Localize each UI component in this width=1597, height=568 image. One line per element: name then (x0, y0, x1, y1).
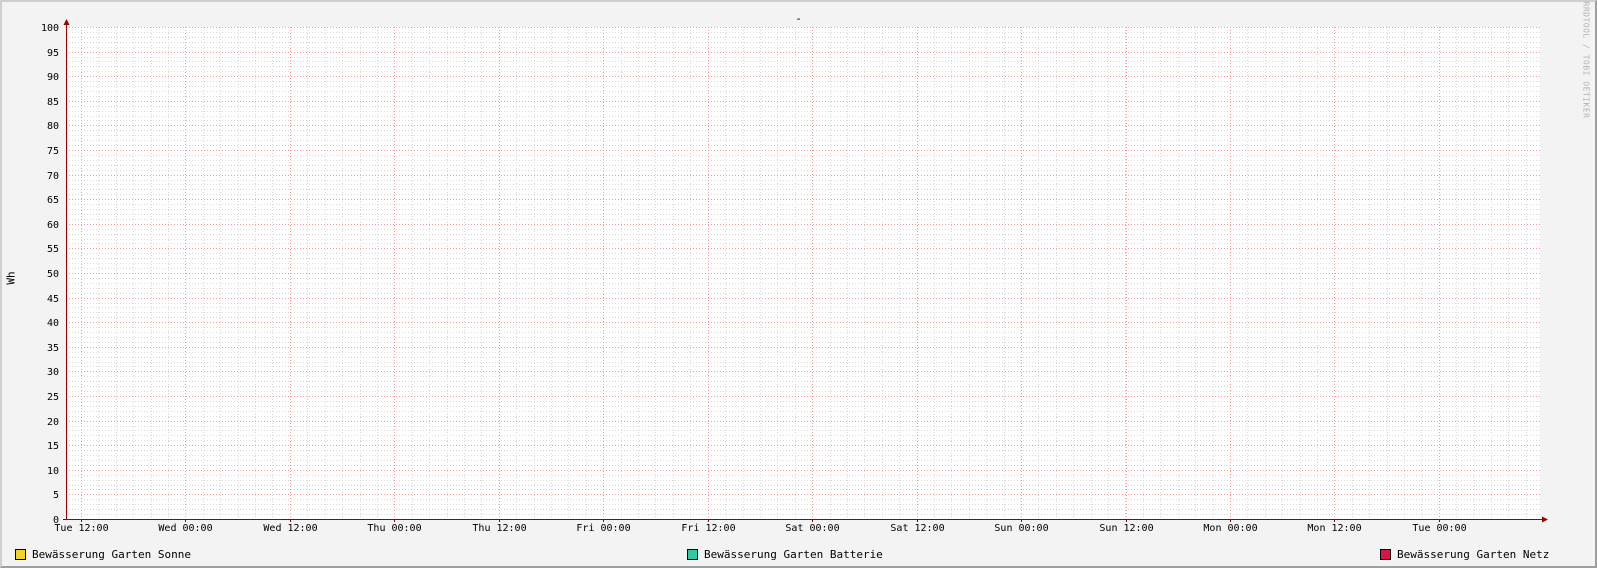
y-tick-label: 0 (53, 515, 59, 526)
y-tick-label: 70 (47, 171, 59, 182)
chart-title: - (795, 12, 802, 25)
y-tick-label: 40 (47, 318, 59, 329)
legend-swatch-sonne (15, 548, 26, 560)
y-tick-label: 80 (47, 121, 59, 132)
legend-item-batterie: Bewässerung Garten Batterie (687, 547, 883, 561)
y-tick-label: 25 (47, 392, 59, 403)
x-tick-label: Mon 12:00 (1307, 523, 1361, 534)
x-tick-label: Sat 00:00 (785, 523, 839, 534)
y-tick-label: 55 (47, 244, 59, 255)
y-axis-label: Wh (4, 271, 18, 285)
x-tick-label: Fri 00:00 (576, 523, 630, 534)
x-tick-label: Wed 00:00 (158, 523, 212, 534)
y-tick-label: 65 (47, 195, 59, 206)
y-tick-label: 95 (47, 48, 59, 59)
y-tick-label: 75 (47, 146, 59, 157)
y-tick-label: 60 (47, 220, 59, 231)
x-tick-label: Sat 12:00 (890, 523, 944, 534)
y-tick-label: 15 (47, 441, 59, 452)
x-axis-arrow (1542, 516, 1548, 523)
watermark: RRDTOOL / TOBI OETIKER (1581, 1, 1591, 119)
legend-item-sonne: Bewässerung Garten Sonne (15, 547, 191, 561)
legend-label-netz: Bewässerung Garten Netz (1397, 547, 1550, 561)
y-tick-label: 85 (47, 97, 59, 108)
y-tick-label: 30 (47, 367, 59, 378)
x-tick-label: Sun 00:00 (994, 523, 1048, 534)
x-tick-label: Thu 00:00 (367, 523, 421, 534)
y-tick-label: 100 (41, 23, 59, 34)
y-tick-label: 90 (47, 72, 59, 83)
x-tick-label: Tue 00:00 (1412, 523, 1466, 534)
y-tick-label: 50 (47, 269, 59, 280)
x-tick-label: Thu 12:00 (472, 523, 526, 534)
legend-label-batterie: Bewässerung Garten Batterie (704, 547, 883, 561)
y-tick-label: 45 (47, 294, 59, 305)
x-tick-label: Sun 12:00 (1099, 523, 1153, 534)
y-tick-label: 35 (47, 343, 59, 354)
y-axis-arrow (63, 19, 70, 25)
x-tick-label: Mon 00:00 (1203, 523, 1257, 534)
legend-item-netz: Bewässerung Garten Netz (1380, 547, 1549, 561)
legend-swatch-netz (1380, 548, 1391, 560)
x-tick-label: Fri 12:00 (681, 523, 735, 534)
x-tick-label: Wed 12:00 (263, 523, 317, 534)
legend-swatch-batterie (687, 548, 698, 560)
x-tick-label: Tue 12:00 (54, 523, 108, 534)
y-tick-label: 20 (47, 417, 59, 428)
legend-label-sonne: Bewässerung Garten Sonne (32, 547, 191, 561)
y-tick-label: 10 (47, 466, 59, 477)
y-tick-label: 5 (53, 490, 59, 501)
